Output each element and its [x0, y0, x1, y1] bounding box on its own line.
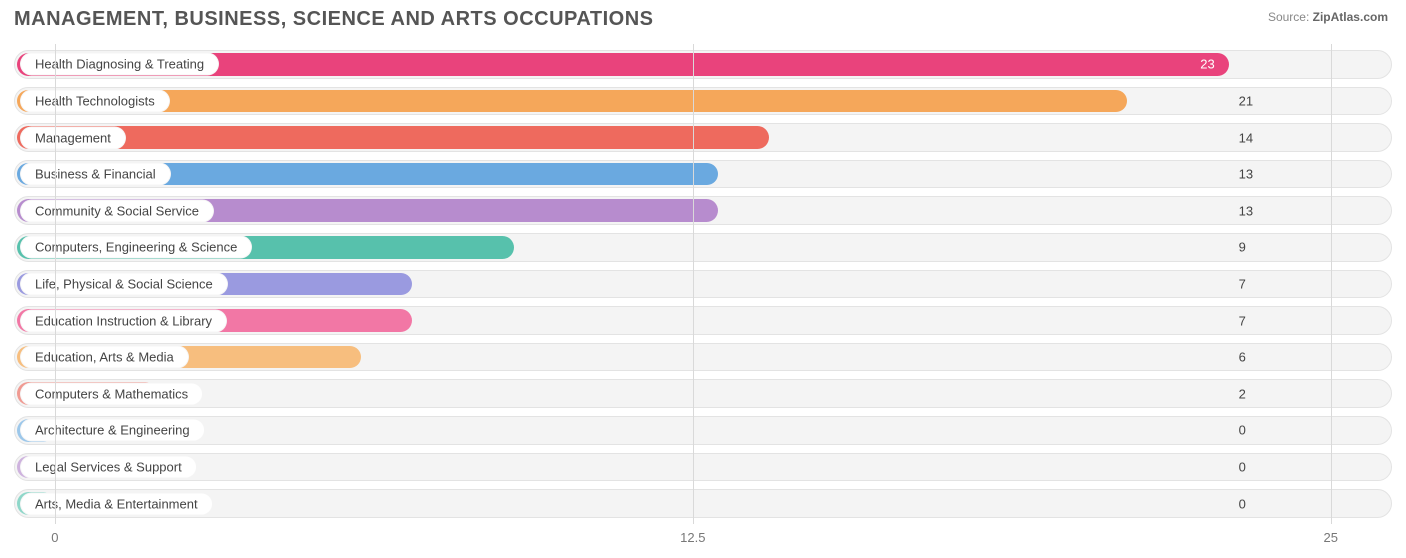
grid-line	[693, 44, 694, 524]
bar-track	[14, 453, 1392, 482]
bar-fill	[17, 126, 769, 149]
bars-container: Health Diagnosing & Treating 23 Health Tec…	[14, 50, 1392, 518]
x-axis-tick: 0	[51, 530, 58, 545]
bar-label: Health Diagnosing & Treating	[20, 53, 219, 76]
bar-value: 14	[1239, 130, 1253, 145]
bar-row: Education, Arts & Media 6	[14, 343, 1392, 372]
bar-value: 0	[1239, 496, 1246, 511]
bar-row: Life, Physical & Social Science 7	[14, 270, 1392, 299]
bar-value: 13	[1239, 167, 1253, 182]
source-prefix: Source:	[1268, 10, 1313, 24]
x-axis-tick: 12.5	[680, 530, 705, 545]
bar-value: 21	[1239, 93, 1253, 108]
bar-value: 13	[1239, 203, 1253, 218]
source-attribution: Source: ZipAtlas.com	[1268, 10, 1388, 24]
bar-label: Arts, Media & Entertainment	[20, 492, 213, 515]
bar-track	[14, 379, 1392, 408]
bar-row: Business & Financial 13	[14, 160, 1392, 189]
bar-value: 2	[1239, 386, 1246, 401]
bar-row: Community & Social Service 13	[14, 196, 1392, 225]
bar-label: Computers & Mathematics	[20, 382, 203, 405]
bar-row: Legal Services & Support 0	[14, 453, 1392, 482]
bar-value: 9	[1239, 240, 1246, 255]
bar-row: Computers, Engineering & Science9	[14, 233, 1392, 262]
bar-label: Education Instruction & Library	[20, 309, 227, 332]
chart-area: Health Diagnosing & Treating 23 Health Tec…	[14, 44, 1392, 524]
bar-value: 23	[1200, 57, 1214, 72]
bar-fill	[17, 90, 1127, 113]
bar-label: Management	[20, 126, 126, 149]
source-name: ZipAtlas.com	[1313, 10, 1388, 24]
bar-label: Education, Arts & Media	[20, 346, 189, 369]
chart-title: MANAGEMENT, BUSINESS, SCIENCE AND ARTS O…	[14, 8, 653, 31]
x-axis-tick: 25	[1324, 530, 1338, 545]
bar-label: Business & Financial	[20, 163, 171, 186]
bar-value: 6	[1239, 350, 1246, 365]
bar-track	[14, 489, 1392, 518]
x-axis: 0 12.5 25	[14, 530, 1392, 548]
bar-row: Education Instruction & Library 7	[14, 306, 1392, 335]
bar-label: Health Technologists	[20, 89, 170, 112]
grid-line	[1331, 44, 1332, 524]
bar-row: Computers & Mathematics 2	[14, 379, 1392, 408]
bar-track	[14, 416, 1392, 445]
bar-value: 7	[1239, 313, 1246, 328]
bar-row: Arts, Media & Entertainment 0	[14, 489, 1392, 518]
bar-row: Architecture & Engineering 0	[14, 416, 1392, 445]
bar-label: Architecture & Engineering	[20, 419, 205, 442]
bar-value: 7	[1239, 276, 1246, 291]
bar-row: Management 14	[14, 123, 1392, 152]
plot-region: Health Diagnosing & Treating 23 Health Tec…	[14, 44, 1392, 524]
bar-label: Legal Services & Support	[20, 456, 197, 479]
bar-value: 0	[1239, 423, 1246, 438]
bar-row: Health Technologists 21	[14, 87, 1392, 116]
grid-line	[55, 44, 56, 524]
bar-value: 0	[1239, 460, 1246, 475]
bar-row: Health Diagnosing & Treating 23	[14, 50, 1392, 79]
bar-label: Life, Physical & Social Science	[20, 272, 228, 295]
bar-label: Community & Social Service	[20, 199, 214, 222]
